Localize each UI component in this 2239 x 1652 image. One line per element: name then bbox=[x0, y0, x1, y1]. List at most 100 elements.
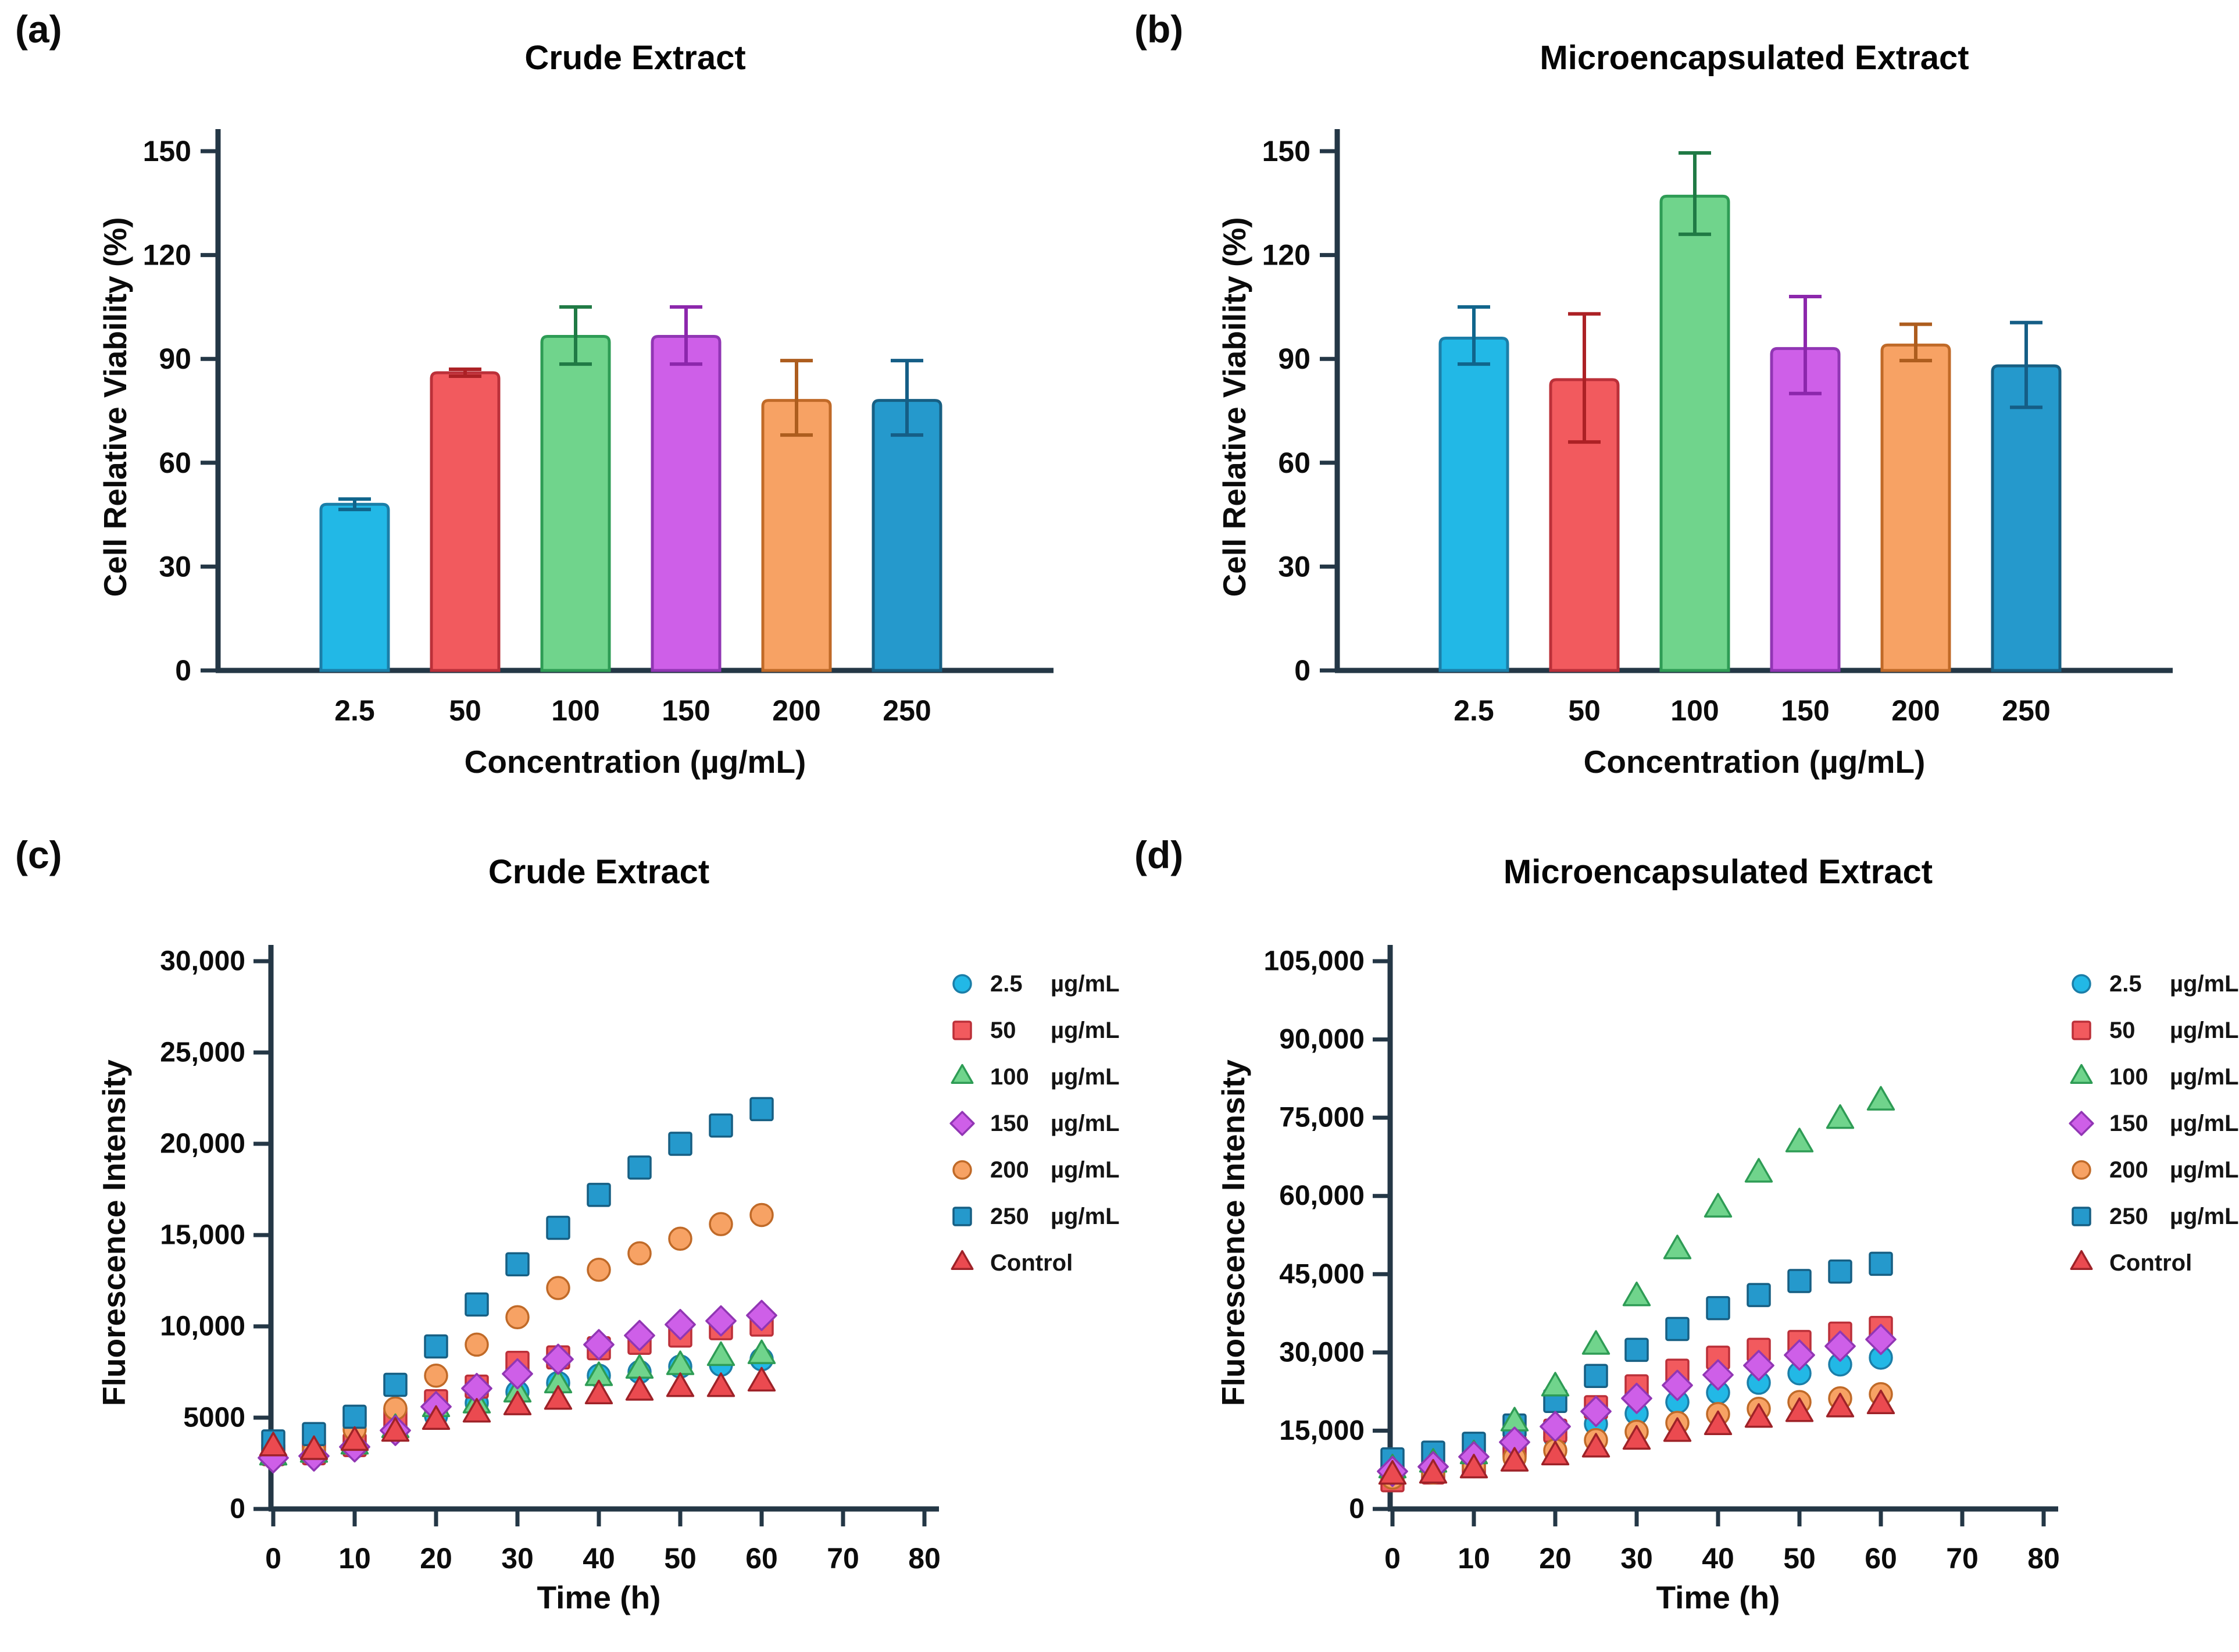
data-point-200 bbox=[627, 1241, 652, 1266]
legend-unit: µg/mL bbox=[2170, 1204, 2238, 1229]
legend-unit: µg/mL bbox=[1051, 971, 1119, 997]
legend-marker-50 bbox=[2072, 1021, 2091, 1040]
y-tick-label: 60 bbox=[159, 447, 191, 479]
data-point-control bbox=[706, 1372, 735, 1397]
data-point-250 bbox=[546, 1215, 570, 1240]
legend-label: 150 bbox=[990, 1111, 1029, 1136]
legend-marker-250 bbox=[2072, 1207, 2091, 1226]
legend-label: 100 bbox=[2109, 1064, 2148, 1090]
data-point-250 bbox=[627, 1155, 652, 1180]
legend-label: 250 bbox=[990, 1204, 1029, 1229]
data-point-100 bbox=[1622, 1282, 1651, 1307]
x-category-label: 200 bbox=[1891, 694, 1940, 727]
bar bbox=[1659, 194, 1730, 672]
data-point-150 bbox=[1824, 1330, 1856, 1362]
y-tick-label: 150 bbox=[143, 135, 191, 167]
x-tick-label: 50 bbox=[664, 1542, 697, 1575]
y-tick-label: 10,000 bbox=[160, 1311, 245, 1342]
panel-d: (d) Microencapsulated Extract Fluorescen… bbox=[1119, 826, 2239, 1652]
legend-marker-100 bbox=[951, 1064, 974, 1084]
data-point-control bbox=[1459, 1454, 1488, 1479]
legend-label: 250 bbox=[2109, 1204, 2148, 1229]
x-category-label: 50 bbox=[449, 694, 481, 727]
data-point-250 bbox=[1665, 1316, 1690, 1341]
data-point-250 bbox=[1584, 1364, 1608, 1388]
x-tick-label: 20 bbox=[420, 1542, 452, 1575]
data-point-control bbox=[544, 1385, 573, 1410]
panel-b: (b) Microencapsulated Extract Cell Relat… bbox=[1119, 0, 2239, 826]
data-point-250 bbox=[587, 1183, 611, 1207]
legend-unit: µg/mL bbox=[2170, 971, 2238, 997]
data-point-control bbox=[747, 1366, 776, 1392]
scatter-chart-microencapsulated-extract: 015,00030,00045,00060,00075,00090,000105… bbox=[1263, 945, 2238, 1575]
data-point-control bbox=[259, 1432, 288, 1457]
data-point-250 bbox=[342, 1404, 367, 1429]
data-point-150 bbox=[624, 1319, 655, 1351]
x-tick-label: 30 bbox=[1620, 1542, 1653, 1575]
legend-marker-150 bbox=[949, 1111, 975, 1136]
data-point-100 bbox=[747, 1339, 776, 1364]
data-point-150 bbox=[1580, 1396, 1612, 1428]
data-point-control bbox=[1663, 1417, 1692, 1442]
y-tick-label: 30,000 bbox=[1279, 1337, 1365, 1368]
x-category-label: 100 bbox=[551, 694, 599, 727]
legend-marker-200 bbox=[952, 1160, 972, 1180]
data-point-control bbox=[503, 1390, 532, 1415]
legend-marker-control bbox=[2070, 1250, 2093, 1270]
data-point-100 bbox=[1866, 1086, 1895, 1111]
panel-c-title: Crude Extract bbox=[488, 853, 710, 891]
data-point-250 bbox=[1828, 1259, 1852, 1284]
data-point-150 bbox=[1784, 1339, 1815, 1371]
data-point-150 bbox=[583, 1329, 615, 1361]
data-point-150 bbox=[1743, 1350, 1774, 1382]
legend-marker-50 bbox=[952, 1021, 972, 1040]
data-point-150 bbox=[1702, 1359, 1734, 1391]
legend-unit: µg/mL bbox=[1051, 1157, 1119, 1183]
bar bbox=[872, 399, 942, 672]
legend-label: Control bbox=[2109, 1250, 2192, 1276]
x-tick-label: 20 bbox=[1539, 1542, 1572, 1575]
panel-a: (a) Crude Extract Cell Relative Viabilit… bbox=[0, 0, 1119, 826]
panel-a-letter: (a) bbox=[15, 8, 62, 51]
bar bbox=[651, 335, 722, 672]
y-tick-label: 0 bbox=[175, 654, 191, 687]
legend-unit: µg/mL bbox=[2170, 1111, 2238, 1136]
data-point-control bbox=[1500, 1447, 1529, 1472]
x-tick-label: 60 bbox=[1865, 1542, 1897, 1575]
data-point-control bbox=[422, 1405, 451, 1430]
legend-unit: µg/mL bbox=[2170, 1064, 2238, 1090]
data-point-250 bbox=[505, 1252, 530, 1276]
x-tick-label: 70 bbox=[1946, 1542, 1979, 1575]
bar bbox=[1438, 336, 1509, 672]
data-point-150 bbox=[1865, 1323, 1897, 1355]
panel-b-title: Microencapsulated Extract bbox=[1540, 39, 1969, 77]
x-category-label: 200 bbox=[772, 694, 820, 727]
panel-d-letter: (d) bbox=[1134, 833, 1184, 876]
data-point-250 bbox=[749, 1097, 774, 1122]
legend-marker-100 bbox=[2070, 1064, 2093, 1084]
y-tick-label: 45,000 bbox=[1279, 1259, 1365, 1290]
data-point-250 bbox=[1787, 1269, 1812, 1293]
x-tick-label: 50 bbox=[1783, 1542, 1816, 1575]
panel-c: (c) Crude Extract Fluorescence Intensity… bbox=[0, 826, 1119, 1652]
bar bbox=[1549, 378, 1620, 672]
data-point-100 bbox=[1581, 1330, 1610, 1355]
y-tick-label: 120 bbox=[143, 239, 191, 272]
bar bbox=[1991, 364, 2062, 672]
data-point-100 bbox=[1663, 1234, 1692, 1259]
data-point-200 bbox=[709, 1212, 733, 1236]
data-point-control bbox=[1785, 1397, 1814, 1422]
data-point-200 bbox=[749, 1203, 774, 1228]
legend-label: 2.5 bbox=[2109, 971, 2142, 997]
data-point-control bbox=[1866, 1389, 1895, 1415]
panel-c-x-axis-label: Time (h) bbox=[537, 1579, 661, 1615]
y-tick-label: 0 bbox=[1294, 654, 1310, 687]
data-point-150 bbox=[542, 1343, 574, 1375]
y-tick-label: 20,000 bbox=[160, 1129, 245, 1159]
y-tick-label: 30 bbox=[159, 550, 191, 583]
legend-label: 50 bbox=[990, 1018, 1016, 1043]
panel-c-letter: (c) bbox=[15, 833, 62, 876]
y-tick-label: 90,000 bbox=[1279, 1024, 1365, 1055]
legend-label: 2.5 bbox=[990, 971, 1023, 997]
x-category-label: 150 bbox=[1781, 694, 1829, 727]
